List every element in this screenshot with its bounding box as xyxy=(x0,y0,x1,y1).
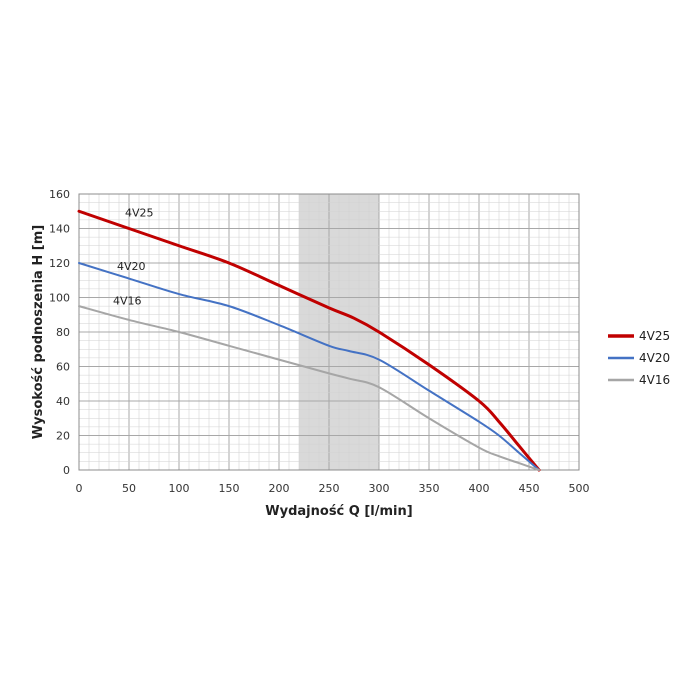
legend-label: 4V25 xyxy=(639,329,670,343)
series-line-4v25 xyxy=(77,209,541,472)
series-inline-label: 4V16 xyxy=(113,294,142,307)
x-tick-label: 400 xyxy=(469,482,490,495)
y-tick-label: 100 xyxy=(49,292,70,305)
series-inline-label: 4V25 xyxy=(125,206,154,219)
legend-label: 4V20 xyxy=(639,351,670,365)
y-tick-label: 140 xyxy=(49,223,70,236)
x-tick-label: 100 xyxy=(169,482,190,495)
series-line-4v20 xyxy=(78,262,540,471)
x-tick-label: 300 xyxy=(369,482,390,495)
series-inline-label: 4V20 xyxy=(117,260,146,273)
x-tick-label: 50 xyxy=(122,482,136,495)
plot-frame xyxy=(78,193,580,471)
legend-label: 4V16 xyxy=(639,373,670,387)
y-tick-label: 120 xyxy=(49,257,70,270)
y-tick-label: 60 xyxy=(56,361,70,374)
x-tick-label: 450 xyxy=(519,482,540,495)
x-tick-label: 150 xyxy=(219,482,240,495)
y-tick-label: 40 xyxy=(56,395,70,408)
y-tick-label: 0 xyxy=(63,464,70,477)
y-tick-label: 80 xyxy=(56,326,70,339)
x-tick-label: 200 xyxy=(269,482,290,495)
x-tick-label: 0 xyxy=(76,482,83,495)
x-axis-title: Wydajność Q [l/min] xyxy=(265,504,412,519)
y-tick-label: 20 xyxy=(56,430,70,443)
y-axis-title: Wysokość podnoszenia H [m] xyxy=(31,225,46,439)
x-tick-label: 250 xyxy=(319,482,340,495)
x-tick-label: 500 xyxy=(569,482,590,495)
y-tick-label: 160 xyxy=(49,188,70,201)
series-line-4v16 xyxy=(78,305,540,471)
x-tick-label: 350 xyxy=(419,482,440,495)
